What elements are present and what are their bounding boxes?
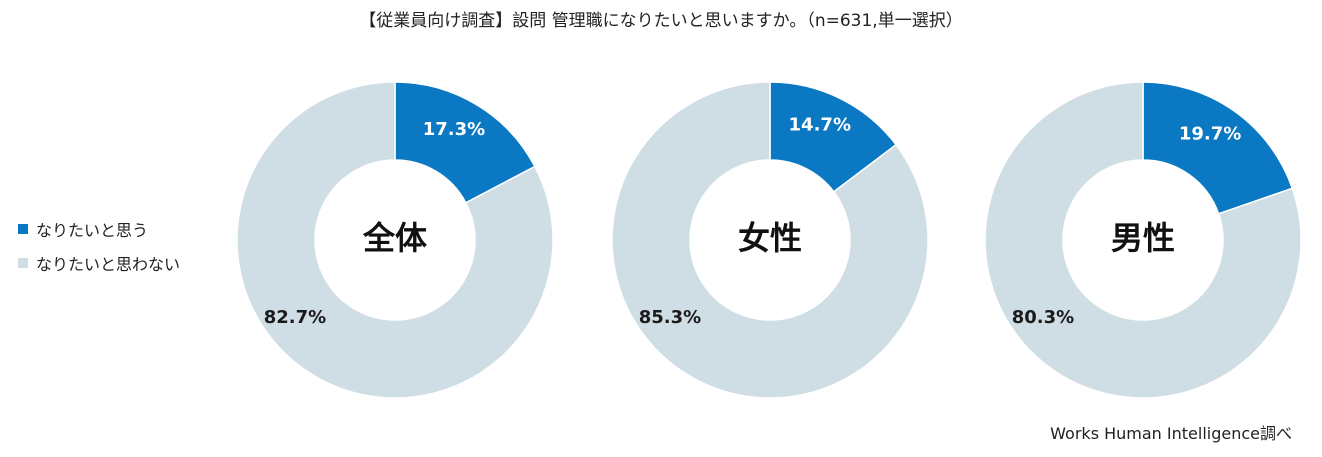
donut-3-slice-want <box>1142 81 1294 215</box>
legend-swatch-want <box>18 224 28 234</box>
donut-1-label-want: 17.3% <box>423 119 485 140</box>
donut-3-label-want: 19.7% <box>1179 124 1241 145</box>
donut-3-center-label: 男性 <box>1111 219 1175 257</box>
donut-1-center-label: 全体 <box>362 219 427 257</box>
donut-1-slice-want <box>394 81 536 204</box>
donut-2-label-not-want: 85.3% <box>639 307 701 328</box>
donut-1-label-not-want: 82.7% <box>264 307 326 328</box>
donut-2-center-label: 女性 <box>738 219 802 257</box>
legend-swatch-not-want <box>18 258 28 268</box>
donut-3-slice-not-want <box>984 81 1302 399</box>
legend: なりたいと思う なりたいと思わない <box>18 218 180 286</box>
legend-label-not-want: なりたいと思わない <box>36 255 181 274</box>
donut-3-label-not-want: 80.3% <box>1012 307 1074 328</box>
legend-item-want: なりたいと思う <box>18 218 180 240</box>
chart-title: 【従業員向け調査】設問 管理職になりたいと思いますか。（n=631,単一選択） <box>359 11 963 31</box>
legend-label-want: なりたいと思う <box>36 221 149 240</box>
donut-1-slice-not-want <box>236 81 554 399</box>
legend-item-not-want: なりたいと思わない <box>18 252 180 274</box>
source-note: Works Human Intelligence調べ <box>1050 424 1292 443</box>
donut-2-slice-not-want <box>611 81 929 399</box>
donut-2-label-want: 14.7% <box>789 114 851 135</box>
